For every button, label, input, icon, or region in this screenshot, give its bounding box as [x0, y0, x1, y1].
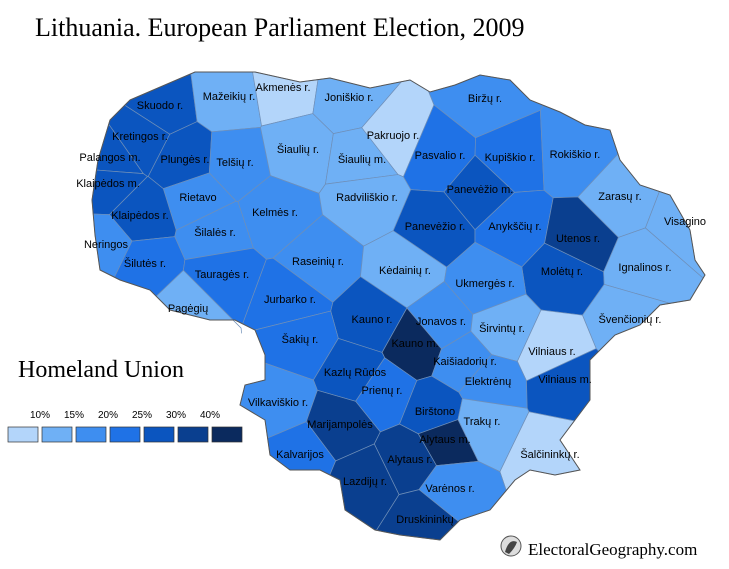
region-label: Trakų r. — [464, 416, 501, 428]
region-label: Šiaulių m. — [338, 153, 386, 166]
region-label: Vilkaviškio r. — [248, 397, 308, 409]
region-label: Anykščių r. — [488, 221, 541, 233]
title: Lithuania. European Parliament Election,… — [35, 13, 525, 42]
region-label: Biržų r. — [468, 93, 502, 105]
region-label: Ukmergės r. — [455, 278, 514, 290]
region-label: Prienų r. — [362, 385, 403, 397]
legend-label: 25% — [132, 410, 152, 421]
legend-swatch — [75, 426, 107, 443]
region-label: Neringos — [84, 239, 129, 251]
region-label: Jonavos r. — [416, 316, 466, 328]
legend-swatch — [211, 426, 243, 443]
legend-label: 20% — [98, 410, 118, 421]
region-label: Kaišiadorių r. — [433, 356, 497, 368]
region-label: Joniškio r. — [325, 92, 374, 104]
region-label: Ignalinos r. — [618, 262, 671, 274]
region-label: Šilalės r. — [194, 226, 236, 239]
region-label: Kauno m. — [391, 338, 438, 350]
region-labels: Skuodo r. Mažeikių r.Akmenės r. Joniškio r… — [76, 82, 706, 526]
legend-label: 40% — [200, 410, 220, 421]
region-label: Palangos m. — [79, 152, 140, 164]
region-label: Telšių r. — [216, 157, 253, 169]
region-label: Radviliškio r. — [336, 192, 398, 204]
footer: ElectoralGeography.com — [528, 540, 697, 559]
legend-title: Homeland Union — [18, 357, 184, 383]
region-label: Kelmės r. — [252, 207, 298, 219]
region-label: Kupiškio r. — [485, 152, 536, 164]
region-label: Raseinių r. — [292, 256, 344, 268]
region-label: Švenčionių r. — [599, 313, 662, 326]
region-label: Elektrėnų — [465, 376, 511, 388]
region-label: Zarasų r. — [598, 191, 641, 203]
region-label: Rokiškio r. — [550, 149, 601, 161]
region-label: Vilniaus r. — [528, 346, 576, 358]
region-label: Šakių r. — [282, 333, 319, 346]
region-label: Šilutės r. — [124, 257, 166, 270]
legend-swatch — [177, 426, 209, 443]
legend: 10% 15% 20% 25% 30% 40% — [7, 410, 243, 443]
region-label: Panevėžio m. — [447, 184, 514, 196]
region-label: Mažeikių r. — [203, 91, 256, 103]
region-label: Klaipėdos r. — [111, 210, 168, 222]
region-label: Utenos r. — [556, 233, 600, 245]
region-label: Lazdijų r. — [343, 476, 387, 488]
legend-label: 30% — [166, 410, 186, 421]
region-label: Kėdainių r. — [379, 265, 431, 277]
legend-swatch — [109, 426, 141, 443]
region-label: Kauno r. — [352, 314, 393, 326]
country-outline — [91, 71, 706, 541]
legend-swatch — [41, 426, 73, 443]
region-label: Pasvalio r. — [415, 150, 466, 162]
legend-swatch — [7, 426, 39, 443]
legend-swatch — [143, 426, 175, 443]
legend-label: 10% — [30, 410, 50, 421]
region-label: Kazlų Rūdos — [324, 367, 387, 379]
region-label: Skuodo r. — [137, 100, 183, 112]
region-label: Marijampolės — [307, 419, 373, 431]
region-label: Akmenės r. — [255, 82, 310, 94]
region-label: Širvintų r. — [479, 322, 525, 335]
region-label: Klaipėdos m. — [76, 178, 140, 190]
region-label: Pagėgių — [168, 303, 208, 315]
region-label: Molėtų r. — [541, 266, 583, 278]
region-label: Alytaus m. — [419, 434, 470, 446]
region-label: Birštono — [415, 406, 455, 418]
region-label: Pakruojo r. — [367, 130, 420, 142]
logo — [500, 535, 522, 557]
region-label: Varėnos r. — [425, 483, 474, 495]
region-label: Šiaulių r. — [277, 143, 319, 156]
region-label: Alytaus r. — [387, 454, 432, 466]
region-label: Jurbarko r. — [264, 294, 316, 306]
region-label: Plungės r. — [161, 154, 210, 166]
region-label: Druskininkų — [396, 514, 453, 526]
region-label: Kretingos r. — [112, 131, 168, 143]
region-label: Visagino — [664, 216, 706, 228]
legend-label: 15% — [64, 410, 84, 421]
region-label: Rietavo — [179, 192, 216, 204]
region-label: Šalčininkų r. — [520, 448, 579, 461]
region-label: Kalvarijos — [276, 449, 324, 461]
map — [91, 71, 706, 541]
region-label: Vilniaus m. — [538, 374, 592, 386]
region-label: Tauragės r. — [195, 269, 249, 281]
region-label: Panevėžio r. — [405, 221, 466, 233]
